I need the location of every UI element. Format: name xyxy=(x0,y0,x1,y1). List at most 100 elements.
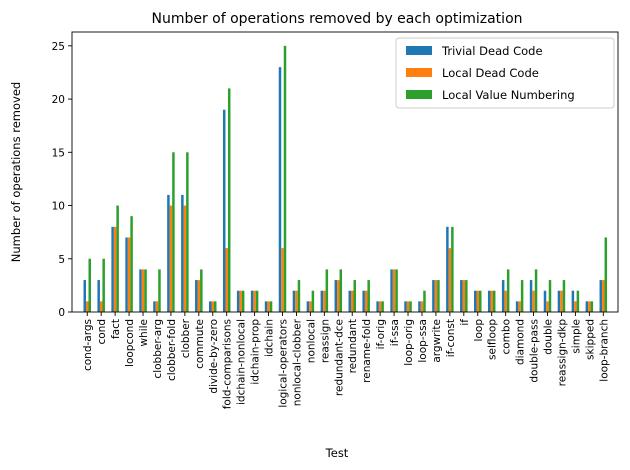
bar-idchain-nonlocal-trivial-dead-code xyxy=(236,290,240,312)
bar-idchain-prop-local-dead-code xyxy=(253,290,256,312)
x-tick-label-if-ssa: if-ssa xyxy=(389,319,401,346)
bar-cond-trivial-dead-code xyxy=(97,280,100,312)
bar-logical-operators-local-value-numbering xyxy=(283,45,287,313)
x-tick-label-selfloop: selfloop xyxy=(487,319,499,360)
x-tick-label-reassign-dkp: reassign-dkp xyxy=(556,319,568,387)
bar-fact-local-value-numbering xyxy=(116,205,119,312)
bar-idchain-trivial-dead-code xyxy=(264,301,268,312)
bar-if-orig-trivial-dead-code xyxy=(376,301,379,312)
x-tick-label-clobber-arg: clobber-arg xyxy=(152,319,164,379)
bar-double-pass-trivial-dead-code xyxy=(529,280,533,312)
bar-redundant-local-value-numbering xyxy=(353,280,356,312)
bar-loop-ssa-local-dead-code xyxy=(420,301,424,312)
legend-swatch xyxy=(406,68,432,77)
bar-combo-trivial-dead-code xyxy=(501,280,505,312)
legend-entry: Trivial Dead Code xyxy=(441,44,543,58)
bar-loop-ssa-trivial-dead-code xyxy=(418,301,421,312)
x-tick-label-loop-branch: loop-branch xyxy=(598,319,610,382)
bar-cond-local-dead-code xyxy=(99,301,103,312)
x-tick-label-cond: cond xyxy=(96,319,108,345)
bar-nonlocal-clobber-local-value-numbering xyxy=(297,280,301,312)
bar-loop-branch-trivial-dead-code xyxy=(599,280,603,312)
x-axis-label: Test xyxy=(325,446,349,460)
bar-loopcond-local-dead-code xyxy=(127,237,131,312)
bar-while-local-dead-code xyxy=(141,269,145,312)
x-tick-label-if-const: if-const xyxy=(445,319,457,357)
y-tick-label: 25 xyxy=(52,41,65,53)
bar-if-local-dead-code xyxy=(462,280,466,312)
x-tick-label-divide-by-zero: divide-by-zero xyxy=(208,319,220,394)
bar-redundant-trivial-dead-code xyxy=(348,290,351,312)
y-tick-label: 15 xyxy=(52,147,65,159)
bar-argwrite-local-dead-code xyxy=(434,280,438,312)
bar-clobber-trivial-dead-code xyxy=(181,194,184,312)
x-tick-label-idchain-nonlocal: idchain-nonlocal xyxy=(236,319,248,405)
bar-clobber-fold-local-dead-code xyxy=(169,205,173,312)
x-tick-label-rename-fold: rename-fold xyxy=(361,319,373,383)
bar-loop-local-value-numbering xyxy=(479,290,482,312)
bar-nonlocal-local-dead-code xyxy=(309,301,312,312)
bar-selfloop-local-value-numbering xyxy=(492,290,496,312)
bar-cond-args-trivial-dead-code xyxy=(83,280,86,312)
bar-diamond-local-value-numbering xyxy=(520,280,524,312)
legend-entry: Local Value Numbering xyxy=(442,88,575,102)
bar-loop-ssa-local-value-numbering xyxy=(423,290,426,312)
x-tick-label-loop-orig: loop-orig xyxy=(403,319,415,366)
x-tick-label-cond-args: cond-args xyxy=(82,319,94,371)
bar-loopcond-local-value-numbering xyxy=(130,216,133,312)
x-tick-label-nonlocal: nonlocal xyxy=(305,319,317,363)
bar-logical-operators-trivial-dead-code xyxy=(278,67,282,312)
bar-idchain-local-dead-code xyxy=(267,301,270,312)
bar-rename-fold-local-dead-code xyxy=(364,290,368,312)
legend-entry: Local Dead Code xyxy=(442,66,539,80)
bar-diamond-local-dead-code xyxy=(518,301,521,312)
bar-idchain-local-value-numbering xyxy=(269,301,273,312)
bar-loop-trivial-dead-code xyxy=(474,290,477,312)
bar-if-orig-local-dead-code xyxy=(378,301,382,312)
bar-skipped-local-dead-code xyxy=(588,301,591,312)
bar-double-local-value-numbering xyxy=(548,280,552,312)
bar-divide-by-zero-local-dead-code xyxy=(211,301,215,312)
y-tick-label: 5 xyxy=(58,254,65,266)
x-tick-label-simple: simple xyxy=(570,319,582,354)
bar-if-ssa-local-dead-code xyxy=(392,269,396,312)
bar-clobber-arg-trivial-dead-code xyxy=(153,301,156,312)
bar-while-local-value-numbering xyxy=(144,269,147,312)
bar-idchain-nonlocal-local-value-numbering xyxy=(241,290,245,312)
y-axis-label: Number of operations removed xyxy=(9,82,23,262)
legend-swatch xyxy=(406,46,432,55)
legend: Trivial Dead Code Local Dead Code Local Va… xyxy=(395,37,615,109)
x-tick-label-if-orig: if-orig xyxy=(375,319,387,349)
x-tick-label-while: while xyxy=(138,319,150,347)
x-tick-label-fold-comparisons: fold-comparisons xyxy=(222,319,234,409)
legend-swatch xyxy=(406,90,432,99)
bar-argwrite-local-value-numbering xyxy=(437,280,440,312)
bar-selfloop-trivial-dead-code xyxy=(487,290,491,312)
bar-cond-local-value-numbering xyxy=(102,258,105,312)
bar-selfloop-local-dead-code xyxy=(490,290,493,312)
bar-if-local-value-numbering xyxy=(465,280,468,312)
bar-simple-local-value-numbering xyxy=(576,290,580,312)
x-tick-label-nonlocal-clobber: nonlocal-clobber xyxy=(291,318,303,406)
bar-redundant-dce-local-value-numbering xyxy=(339,269,343,312)
axes-frame xyxy=(71,31,619,313)
bar-diamond-trivial-dead-code xyxy=(515,301,519,312)
x-tick-label-combo: combo xyxy=(501,319,513,355)
bar-redundant-local-dead-code xyxy=(350,290,354,312)
bar-if-const-local-value-numbering xyxy=(451,226,454,312)
x-tick-label-double: double xyxy=(543,319,555,355)
x-tick-label-double-pass: double-pass xyxy=(529,319,541,383)
bar-while-trivial-dead-code xyxy=(139,269,142,312)
x-tick-label-reassign: reassign xyxy=(319,319,331,363)
bar-if-ssa-local-value-numbering xyxy=(395,269,398,312)
x-tick-label-logical-operators: logical-operators xyxy=(278,319,290,408)
bar-fold-comparisons-local-dead-code xyxy=(225,248,228,312)
bar-loop-branch-local-dead-code xyxy=(602,280,605,312)
y-tick-label: 10 xyxy=(52,201,65,213)
bar-idchain-prop-trivial-dead-code xyxy=(250,290,254,312)
axes xyxy=(71,31,619,313)
x-tick-label-commute: commute xyxy=(194,319,206,369)
bar-simple-local-dead-code xyxy=(574,301,577,312)
bar-redundant-dce-local-dead-code xyxy=(337,280,340,312)
